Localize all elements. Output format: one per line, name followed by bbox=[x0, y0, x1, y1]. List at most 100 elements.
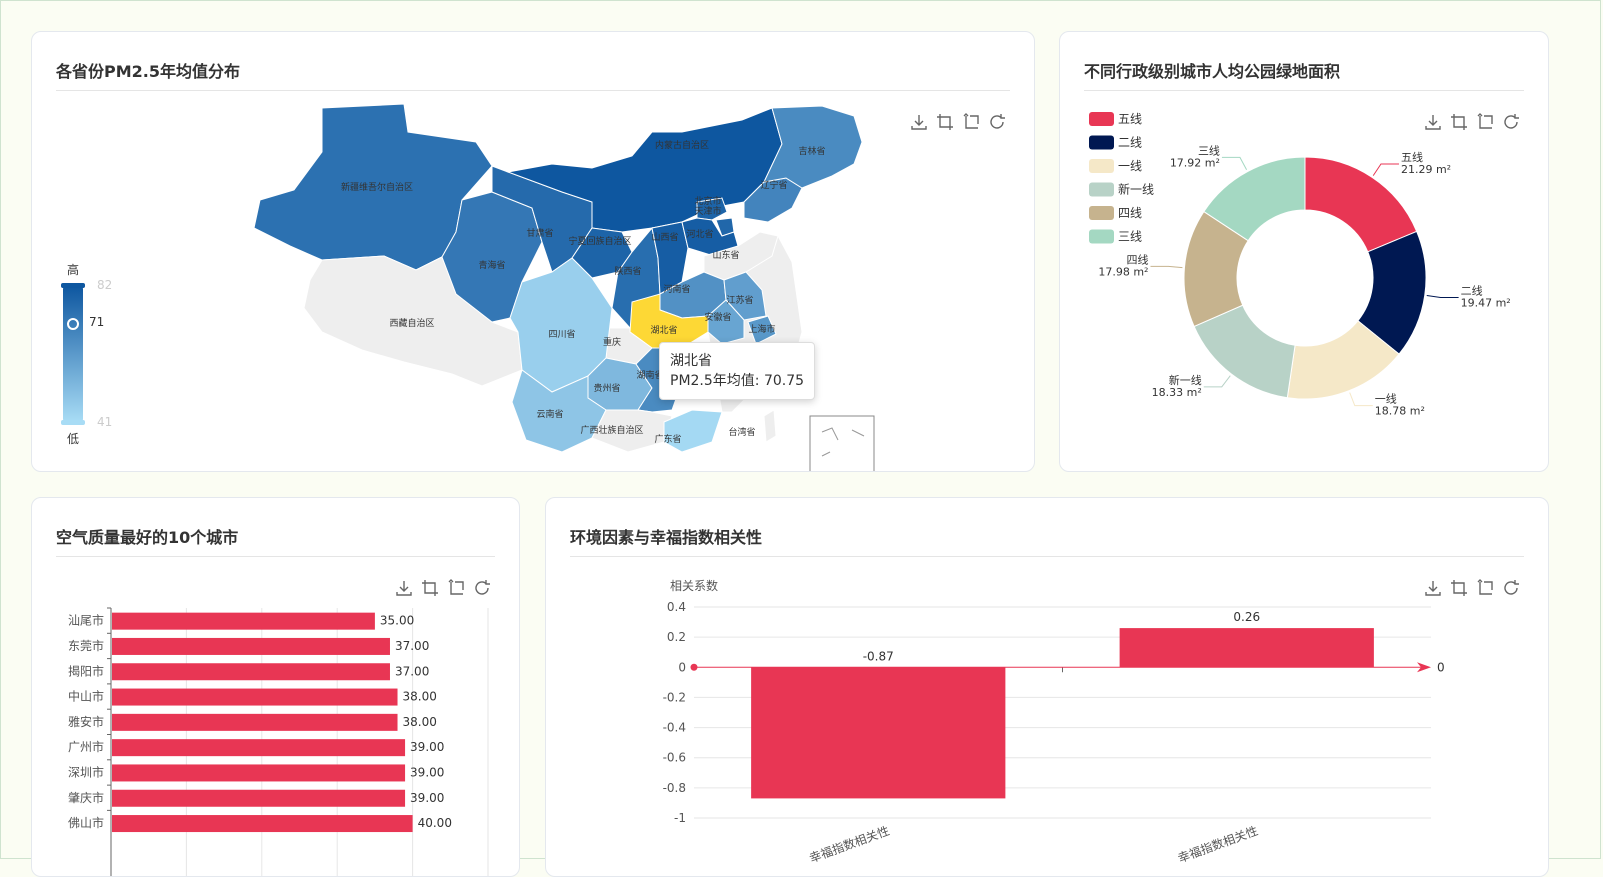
zoom-reset-icon[interactable] bbox=[1476, 579, 1494, 597]
map-region[interactable] bbox=[763, 105, 863, 189]
map-region-label: 吉林省 bbox=[798, 145, 825, 157]
restore-icon[interactable] bbox=[988, 113, 1006, 131]
legend-label[interactable]: 新一线 bbox=[1118, 182, 1154, 197]
legend-label[interactable]: 三线 bbox=[1118, 230, 1142, 244]
axis-arrow bbox=[1417, 662, 1431, 673]
legend-label[interactable]: 五线 bbox=[1118, 112, 1142, 126]
zoom-reset-icon[interactable] bbox=[447, 579, 465, 597]
restore-icon[interactable] bbox=[1502, 113, 1520, 131]
map-region[interactable] bbox=[303, 255, 523, 387]
download-icon[interactable] bbox=[1424, 579, 1442, 597]
pie-label-line bbox=[1426, 294, 1459, 298]
card-title: 环境因素与幸福指数相关性 bbox=[570, 528, 763, 547]
restore-icon[interactable] bbox=[1502, 579, 1520, 597]
map-region-label: 云南省 bbox=[536, 408, 563, 420]
bar[interactable] bbox=[112, 739, 406, 757]
toolbox bbox=[1424, 113, 1520, 131]
bar-value-label: 35.00 bbox=[380, 614, 414, 628]
visual-map-high-label: 高 bbox=[67, 263, 80, 277]
bar[interactable] bbox=[112, 713, 398, 731]
map-region-label: 北京市 bbox=[694, 195, 721, 207]
legend-swatch[interactable] bbox=[1089, 135, 1114, 150]
data-zoom-icon[interactable] bbox=[1450, 579, 1468, 597]
bar[interactable] bbox=[112, 612, 375, 630]
map-region[interactable] bbox=[747, 315, 777, 345]
y-tick-label: 深圳市 bbox=[68, 764, 104, 779]
pie-label-line bbox=[1221, 156, 1248, 170]
bar[interactable] bbox=[1119, 628, 1374, 668]
y-tick-label: 雅安市 bbox=[68, 714, 104, 729]
y-tick-label: -1 bbox=[674, 811, 686, 825]
corr-card: 环境因素与幸福指数相关性 相关系数 0.4 0.2 0 -0.2 -0.4 -0.6 -0.8… bbox=[545, 497, 1549, 877]
visual-map-handle-bottom[interactable] bbox=[61, 420, 85, 425]
visual-map-current: 71 bbox=[89, 315, 105, 329]
bar[interactable] bbox=[112, 815, 413, 833]
pie-label-name: 一线 bbox=[1375, 392, 1397, 406]
pie-label-name: 五线 bbox=[1401, 150, 1423, 164]
download-icon[interactable] bbox=[395, 579, 413, 597]
legend-label[interactable]: 一线 bbox=[1118, 159, 1142, 173]
y-tick-label: 东莞市 bbox=[68, 638, 104, 653]
data-zoom-icon[interactable] bbox=[1450, 113, 1468, 131]
correlation-chart[interactable]: 相关系数 0.4 0.2 0 -0.2 -0.4 -0.6 -0.8 -1 -0.87 幸福指数相关… bbox=[546, 498, 1549, 877]
map-region-label: 河北省 bbox=[686, 228, 713, 240]
data-zoom-icon[interactable] bbox=[421, 579, 439, 597]
pie-slice[interactable] bbox=[1203, 156, 1306, 242]
pie-slice[interactable] bbox=[1304, 156, 1418, 253]
map-region[interactable] bbox=[509, 257, 613, 393]
y-tick-label: 揭阳市 bbox=[68, 663, 104, 678]
bar[interactable] bbox=[112, 663, 390, 681]
map-region-label: 天津市 bbox=[694, 205, 721, 217]
map-region-label: 甘肃省 bbox=[526, 227, 553, 239]
map-region-label: 安徽省 bbox=[704, 311, 731, 323]
visual-map-bar[interactable] bbox=[58, 280, 88, 430]
legend-swatch[interactable] bbox=[1089, 182, 1114, 197]
y-tick-label: 肇庆市 bbox=[68, 790, 104, 805]
legend-swatch[interactable] bbox=[1089, 229, 1114, 244]
legend-swatch[interactable] bbox=[1089, 112, 1114, 126]
bar[interactable] bbox=[112, 764, 406, 782]
map-region-label: 西藏自治区 bbox=[389, 317, 434, 329]
map-region-label: 贵州省 bbox=[593, 382, 620, 394]
download-icon[interactable] bbox=[1424, 113, 1442, 131]
zoom-reset-icon[interactable] bbox=[962, 113, 980, 131]
pie-label-value: 18.78 m² bbox=[1375, 405, 1425, 418]
hbar-chart[interactable]: 汕尾市 35.00 东莞市 37.00 揭阳市 37.00 中山市 38.00 雅安市 38.00… bbox=[32, 498, 520, 877]
bar[interactable] bbox=[112, 789, 406, 807]
map-region[interactable] bbox=[681, 217, 739, 257]
visual-map-handle-top[interactable] bbox=[61, 283, 85, 288]
legend-label[interactable]: 二线 bbox=[1118, 136, 1142, 150]
axis-end-label: 0 bbox=[1437, 660, 1445, 674]
y-tick-label: 中山市 bbox=[68, 689, 104, 704]
y-tick-label: 0.4 bbox=[667, 600, 686, 614]
pie-label-name: 新一线 bbox=[1169, 373, 1202, 387]
bar-value-label: 39.00 bbox=[410, 791, 444, 805]
pie-label-line bbox=[1150, 265, 1183, 269]
visual-map-low-label: 低 bbox=[67, 432, 80, 446]
map-region[interactable] bbox=[696, 197, 728, 221]
bar[interactable] bbox=[112, 688, 398, 706]
download-icon[interactable] bbox=[910, 113, 928, 131]
map-region[interactable] bbox=[763, 409, 777, 443]
map-region[interactable] bbox=[591, 409, 673, 453]
restore-icon[interactable] bbox=[473, 579, 491, 597]
data-zoom-icon[interactable] bbox=[936, 113, 954, 131]
map-region[interactable] bbox=[663, 409, 723, 453]
legend-label[interactable]: 四线 bbox=[1118, 206, 1142, 220]
pie-label-value: 17.98 m² bbox=[1098, 265, 1148, 278]
pie-label-line bbox=[1372, 163, 1399, 176]
map-card: 各省份PM2.5年均值分布 高 82 71 41 低 新疆维吾尔自治区 西藏自治区… bbox=[31, 31, 1035, 472]
y-tick-label: 0.2 bbox=[667, 630, 686, 644]
map-region-label: 广西壮族自治区 bbox=[580, 424, 643, 436]
legend-swatch[interactable] bbox=[1089, 206, 1114, 220]
map-region-label: 江苏省 bbox=[726, 294, 753, 306]
pie-label-line bbox=[1203, 375, 1231, 388]
zoom-reset-icon[interactable] bbox=[1476, 113, 1494, 131]
bar[interactable] bbox=[112, 637, 390, 655]
legend-swatch[interactable] bbox=[1089, 159, 1114, 173]
map-region-label: 宁夏回族自治区 bbox=[568, 235, 631, 247]
y-tick-label: -0.8 bbox=[663, 781, 686, 795]
bar[interactable] bbox=[751, 667, 1006, 799]
